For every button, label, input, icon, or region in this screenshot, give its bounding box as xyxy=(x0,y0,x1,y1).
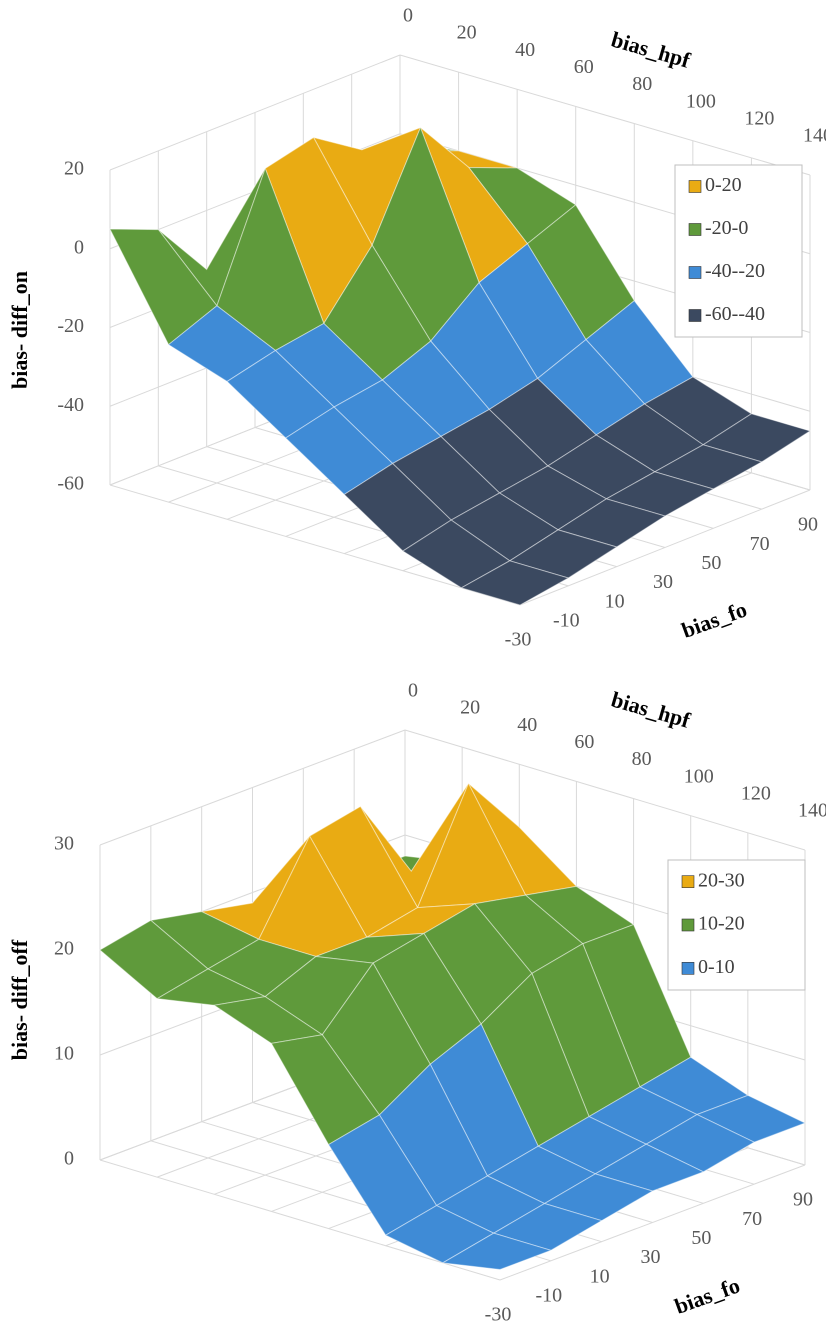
grid-line xyxy=(404,729,806,851)
legend-swatch xyxy=(688,223,702,236)
grid-line xyxy=(399,54,811,176)
legend-swatch xyxy=(688,309,702,322)
y-tick-label: -10 xyxy=(535,1284,562,1306)
y-tick-label: 90 xyxy=(798,514,818,536)
grid-line xyxy=(99,729,406,846)
axis-title: bias_fo xyxy=(671,1272,743,1318)
legend-swatch xyxy=(688,266,702,279)
legend-label: -60--40 xyxy=(705,303,765,325)
x-tick-label: 140 xyxy=(798,800,826,822)
z-tick-label: 10 xyxy=(54,1043,74,1065)
x-tick-label: 20 xyxy=(460,697,480,719)
z-tick-label: 20 xyxy=(54,938,74,960)
y-tick-label: -30 xyxy=(505,629,532,651)
legend-label: -40--20 xyxy=(705,260,765,282)
x-tick-label: 140 xyxy=(803,125,826,147)
legend-box xyxy=(674,164,803,338)
y-tick-label: 70 xyxy=(742,1208,762,1230)
y-tick-label: 50 xyxy=(691,1227,711,1249)
y-tick-label: 50 xyxy=(701,552,721,574)
legend-swatch xyxy=(688,180,702,193)
y-tick-label: 10 xyxy=(590,1265,610,1287)
x-tick-label: 80 xyxy=(632,73,652,95)
x-tick-label: 100 xyxy=(684,765,714,787)
surface-patch xyxy=(460,560,570,606)
grid-line xyxy=(99,1159,501,1281)
x-tick-label: 100 xyxy=(686,90,716,112)
surface-patch xyxy=(508,529,618,579)
surface-patch xyxy=(653,444,763,490)
surface-patch xyxy=(441,1232,553,1271)
x-tick-label: 60 xyxy=(574,731,594,753)
x-tick-label: 120 xyxy=(744,107,774,129)
surface-patch xyxy=(645,1113,756,1173)
surface-chart: 0 20 40 60 80 100 120 140 -30 -10 10 30 50 70 90 -60 -40… xyxy=(7,5,826,651)
axis-title: bias- diff_on xyxy=(7,271,32,389)
y-tick-label: 70 xyxy=(750,533,770,555)
x-tick-label: 60 xyxy=(574,56,594,78)
z-tick-label: -20 xyxy=(57,315,84,337)
grid-line xyxy=(109,484,521,606)
x-tick-label: 40 xyxy=(515,39,535,61)
y-tick-label: -30 xyxy=(485,1304,512,1326)
grid-line xyxy=(109,54,401,171)
z-tick-label: 0 xyxy=(64,1148,74,1170)
x-tick-label: 40 xyxy=(517,714,537,736)
y-tick-label: 30 xyxy=(653,571,673,593)
legend-swatch xyxy=(681,875,695,888)
axis-title: bias_hpf xyxy=(608,27,693,73)
z-tick-label: 20 xyxy=(64,158,84,180)
z-tick-label: -40 xyxy=(57,394,84,416)
x-tick-label: 0 xyxy=(408,680,418,702)
axis-title: bias- diff_off xyxy=(7,939,32,1060)
x-tick-label: 20 xyxy=(457,22,477,44)
x-tick-label: 80 xyxy=(632,748,652,770)
z-tick-label: 30 xyxy=(54,833,74,855)
y-tick-label: -10 xyxy=(553,609,580,631)
z-tick-label: 0 xyxy=(74,236,84,258)
legend-label: 10-20 xyxy=(698,913,745,935)
y-tick-label: 30 xyxy=(641,1246,661,1268)
legend-swatch xyxy=(681,962,695,975)
axis-title: bias_hpf xyxy=(608,687,693,733)
legend-label: -20-0 xyxy=(705,217,748,239)
y-tick-label: 10 xyxy=(605,590,625,612)
surface-patch xyxy=(492,1202,603,1251)
surface-patch xyxy=(701,413,812,463)
surface-patch xyxy=(605,471,715,517)
x-tick-label: 0 xyxy=(403,5,413,27)
x-tick-label: 120 xyxy=(741,782,771,804)
legend-label: 20-30 xyxy=(698,869,745,891)
surface-chart: 0 20 40 60 80 100 120 140 -30 -10 10 30 50 70 90 0 10 20 3… xyxy=(7,680,826,1326)
axis-title: bias_fo xyxy=(678,596,750,642)
z-tick-label: -60 xyxy=(57,473,84,495)
legend-label: 0-10 xyxy=(698,956,735,978)
y-tick-label: 90 xyxy=(793,1189,813,1211)
surface-patch xyxy=(556,498,667,548)
legend-label: 0-20 xyxy=(705,174,742,196)
legend-swatch xyxy=(681,918,695,932)
